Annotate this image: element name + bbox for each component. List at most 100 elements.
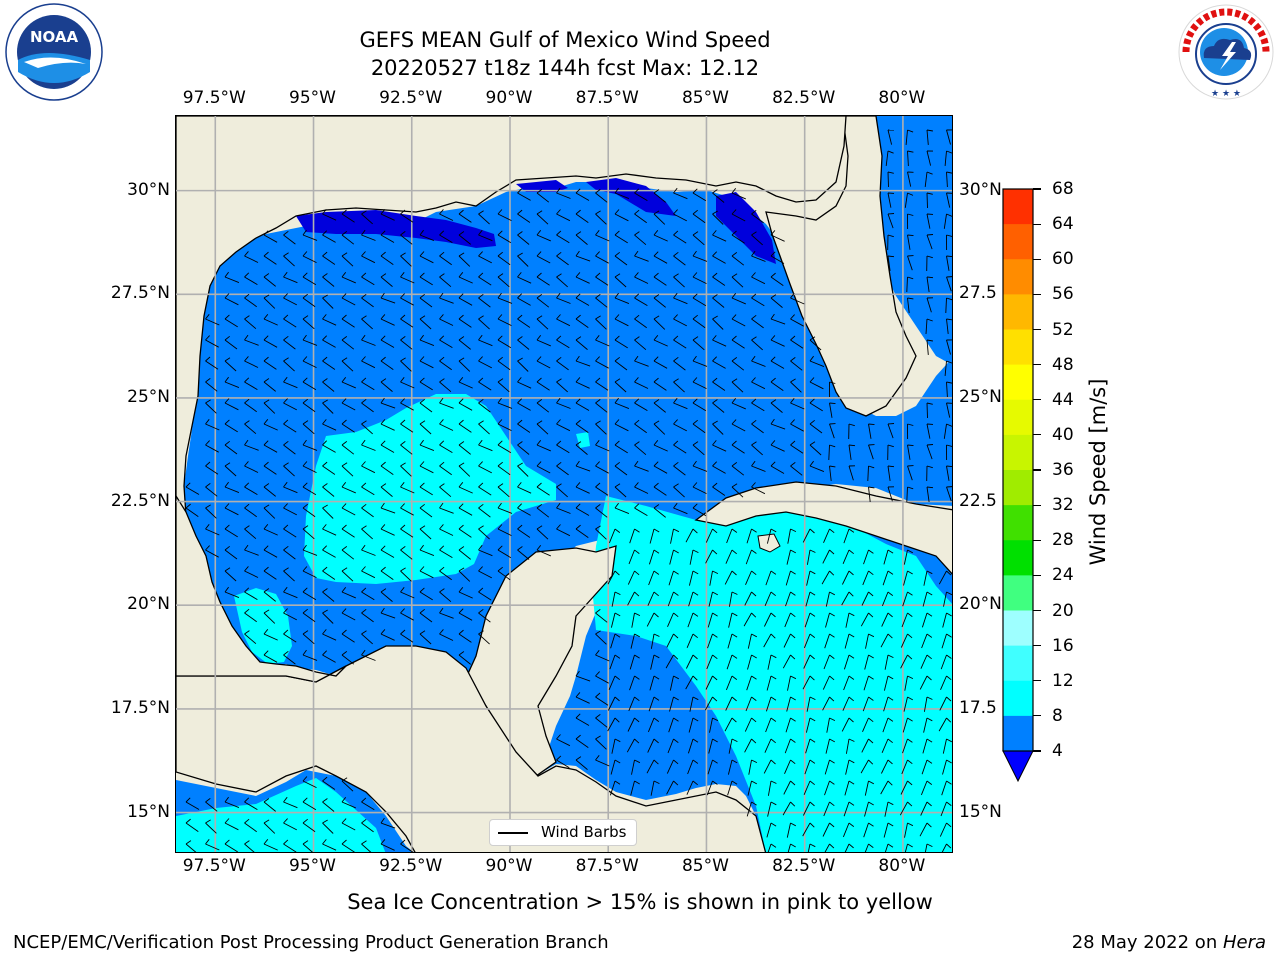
wind-barb-flag-664 bbox=[302, 608, 308, 614]
wind-barb-flag-585 bbox=[692, 549, 699, 554]
wind-barb-671 bbox=[439, 612, 454, 619]
wind-barb-496 bbox=[731, 486, 744, 498]
wind-barb-62 bbox=[419, 234, 435, 242]
wind-barb-910 bbox=[842, 822, 850, 838]
wind-barb-flag-524 bbox=[595, 504, 601, 509]
wind-barb-791 bbox=[575, 717, 590, 726]
colorbar-band-0 bbox=[1003, 715, 1033, 752]
y-tick-right-3: 22.5 bbox=[959, 490, 997, 511]
wind-barb-135 bbox=[575, 276, 590, 284]
wind-barb-172 bbox=[673, 297, 688, 305]
wind-barb-469 bbox=[205, 486, 218, 497]
wind-barb-flag-788 bbox=[907, 696, 914, 701]
wind-barb-flag-540 bbox=[400, 524, 406, 530]
wind-barb-flag-415 bbox=[692, 441, 699, 446]
wind-barb-476 bbox=[341, 486, 356, 494]
wind-barb-417 bbox=[731, 444, 745, 454]
wind-barb-399 bbox=[380, 444, 395, 453]
wind-barb-326 bbox=[400, 402, 414, 411]
wind-barb-544 bbox=[478, 528, 490, 540]
wind-barb-875 bbox=[205, 801, 218, 812]
wind-barb-434 bbox=[302, 465, 317, 474]
wind-barb-102 bbox=[575, 255, 591, 262]
wind-barb-462 bbox=[848, 465, 854, 481]
wind-barb-94 bbox=[419, 255, 434, 264]
wind-barb-flag-326 bbox=[400, 398, 405, 404]
wind-barb-334 bbox=[556, 402, 571, 409]
wind-barb-109 bbox=[712, 255, 726, 264]
wind-barb-flag-506 bbox=[244, 503, 250, 509]
wind-barb-216 bbox=[224, 339, 238, 350]
small-cyan-island bbox=[576, 432, 590, 448]
wind-barb-871 bbox=[900, 780, 908, 795]
wind-barb-flag-340 bbox=[673, 397, 678, 404]
wind-barb-408 bbox=[556, 444, 570, 454]
colorbar-tick-mark-16 bbox=[1033, 188, 1041, 190]
wind-barb-537 bbox=[341, 528, 355, 538]
wind-barb-flag-568 bbox=[283, 545, 289, 551]
wind-barb-665 bbox=[322, 612, 334, 624]
wind-barb-518 bbox=[478, 507, 491, 518]
wind-barb-flag-586 bbox=[712, 549, 718, 555]
wind-barb-flag-269 bbox=[595, 356, 600, 362]
wind-barb-flag-243 bbox=[751, 336, 757, 341]
wind-barb-213 bbox=[925, 318, 928, 335]
wind-barb-flag-157 bbox=[380, 292, 385, 299]
wind-barb-853 bbox=[302, 780, 317, 789]
wind-barb-flag-849 bbox=[887, 759, 893, 765]
wind-barb-flag-467 bbox=[946, 465, 952, 468]
wind-barb-flag-271 bbox=[634, 355, 639, 362]
wind-barb-flag-761 bbox=[770, 675, 777, 680]
wind-barb-flag-547 bbox=[536, 525, 543, 530]
wind-barb-flag-35 bbox=[478, 210, 484, 215]
colorbar-tick-6: 28 bbox=[1052, 530, 1074, 551]
wind-barb-flag-308 bbox=[712, 377, 718, 383]
wind-barb-564 bbox=[205, 549, 219, 558]
wind-barb-flag-778 bbox=[712, 696, 718, 702]
wind-barb-502 bbox=[946, 486, 952, 502]
wind-barb-flag-200 bbox=[556, 314, 561, 320]
wind-barb-flag-235 bbox=[595, 335, 600, 341]
wind-barb-flag-188 bbox=[322, 314, 327, 320]
wind-barb-65 bbox=[478, 234, 493, 242]
wind-barb-flag-731 bbox=[458, 651, 465, 656]
colorbar-tick-mark-12 bbox=[1033, 328, 1041, 331]
wind-barb-684 bbox=[784, 612, 791, 628]
wind-barb-803 bbox=[805, 717, 811, 733]
wind-barb-64 bbox=[458, 234, 471, 245]
wind-barb-86 bbox=[263, 255, 277, 265]
wind-barb-flag-225 bbox=[400, 336, 406, 341]
wind-barb-908 bbox=[802, 822, 811, 837]
wind-barb-912 bbox=[883, 822, 889, 838]
wind-barb-522 bbox=[556, 507, 571, 514]
wind-barb-flag-603 bbox=[361, 566, 366, 572]
wind-barb-flag-748 bbox=[907, 654, 913, 660]
footer-date: 28 May 2022 on Hera bbox=[1072, 932, 1266, 953]
wind-barb-flag-293 bbox=[419, 377, 425, 383]
wind-barb-flag-690 bbox=[907, 612, 913, 617]
wind-barb-650 bbox=[744, 591, 752, 606]
wind-barb-flag-741 bbox=[770, 654, 777, 659]
wind-barb-131 bbox=[497, 276, 510, 288]
wind-barb-flag-178 bbox=[790, 293, 795, 299]
wind-barb-501 bbox=[926, 486, 930, 502]
wind-barb-718 bbox=[824, 633, 830, 649]
wind-barb-flag-896 bbox=[205, 819, 211, 824]
wind-barb-152 bbox=[283, 297, 298, 306]
wind-barb-flag-876 bbox=[224, 796, 229, 803]
wind-barb-flag-96 bbox=[458, 252, 465, 257]
wind-barb-562 bbox=[823, 528, 830, 543]
wind-barb-45 bbox=[673, 213, 688, 222]
wind-barb-201 bbox=[575, 318, 589, 328]
wind-barb-296 bbox=[478, 381, 492, 391]
wind-barb-49 bbox=[751, 213, 764, 224]
wind-barb-flag-478 bbox=[380, 483, 387, 488]
wind-barb-187 bbox=[302, 318, 315, 330]
wind-barb-flag-759 bbox=[731, 675, 738, 680]
wind-barb-880 bbox=[302, 801, 317, 811]
wind-barb-flag-289 bbox=[341, 377, 347, 383]
wind-barb-867 bbox=[824, 780, 830, 796]
wind-barb-767 bbox=[883, 675, 889, 691]
wind-barb-flag-512 bbox=[361, 503, 367, 509]
wind-barb-flag-133 bbox=[536, 272, 542, 278]
